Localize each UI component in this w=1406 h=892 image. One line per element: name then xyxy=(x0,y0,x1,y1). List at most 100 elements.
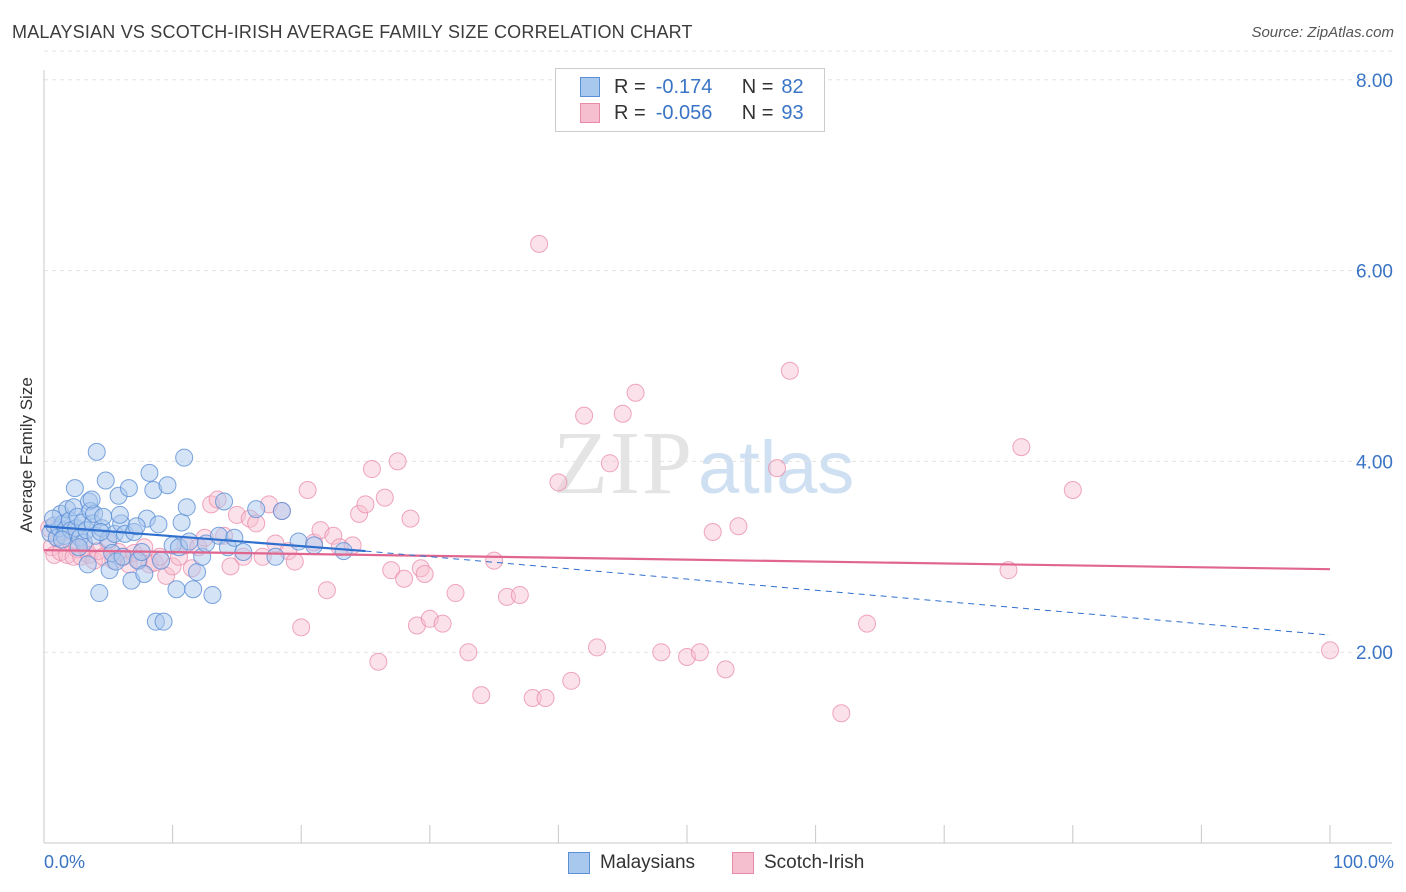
malaysian-point xyxy=(172,513,191,532)
legend-row-scotch-irish: R = -0.056 N = 93 xyxy=(580,100,804,126)
malaysian-point xyxy=(203,585,222,604)
malaysian-point xyxy=(188,563,207,582)
malaysian-point xyxy=(158,476,177,495)
malaysian-point xyxy=(215,492,234,511)
legend-n-value: 93 xyxy=(781,101,804,124)
scotch-irish-point xyxy=(716,660,735,679)
legend-swatch-pink xyxy=(580,103,600,123)
scotch-irish-point xyxy=(395,569,414,588)
scotch-irish-trend-line xyxy=(43,549,1331,571)
scotch-irish-point xyxy=(1063,481,1082,500)
legend-r-value: -0.056 xyxy=(655,101,713,124)
series-legend: Malaysians Scotch-Irish xyxy=(0,852,1406,878)
malaysian-point xyxy=(90,584,109,603)
scotch-irish-point xyxy=(729,517,748,536)
malaysian-point xyxy=(110,505,129,524)
legend-label-malaysians: Malaysians xyxy=(600,852,696,873)
malaysian-point xyxy=(149,515,168,534)
scotch-irish-point xyxy=(523,688,542,707)
legend-r-label: R = xyxy=(614,101,646,124)
watermark-zip: ZIP xyxy=(553,414,694,513)
scotch-irish-point xyxy=(433,614,452,633)
malaysian-point xyxy=(44,509,63,528)
chart-source: Source: ZipAtlas.com xyxy=(1251,24,1394,41)
malaysian-point xyxy=(152,551,171,570)
scotch-irish-point xyxy=(446,584,465,603)
malaysian-point xyxy=(94,507,113,526)
stats-legend: R = -0.174 N = 82 R = -0.056 N = 93 xyxy=(555,68,825,132)
malaysian-point xyxy=(272,502,291,521)
scotch-irish-point xyxy=(999,561,1018,580)
legend-swatch-pink xyxy=(732,852,754,874)
malaysian-point xyxy=(140,463,159,482)
y-tick-label: 4.00 xyxy=(1356,452,1393,473)
axes xyxy=(43,70,1392,844)
scotch-irish-point xyxy=(356,495,375,514)
scotch-irish-point xyxy=(221,557,240,576)
chart-title: MALAYSIAN VS SCOTCH-IRISH AVERAGE FAMILY… xyxy=(12,22,693,42)
scotch-irish-points xyxy=(40,234,1339,723)
scotch-irish-point xyxy=(768,459,787,478)
malaysian-trend-line xyxy=(43,525,366,553)
malaysian-point xyxy=(266,547,285,566)
scotch-irish-point xyxy=(626,383,645,402)
malaysian-point xyxy=(69,538,88,557)
scotch-irish-point xyxy=(375,488,394,507)
scotch-irish-point xyxy=(485,551,504,570)
scotch-irish-point xyxy=(298,481,317,500)
scotch-irish-point xyxy=(292,618,311,637)
legend-n-label: N = xyxy=(741,101,774,124)
scotch-irish-point xyxy=(652,643,671,662)
malaysian-trend-extension xyxy=(365,550,1331,636)
malaysian-point xyxy=(65,479,84,498)
legend-item-scotch-irish[interactable]: Scotch-Irish xyxy=(732,852,864,874)
y-tick-labels: 2.00 4.00 6.00 8.00 xyxy=(1356,71,1393,664)
malaysian-point xyxy=(180,532,199,551)
scotch-irish-point xyxy=(613,404,632,423)
scotch-irish-point xyxy=(1012,438,1031,457)
y-tick-label: 6.00 xyxy=(1356,262,1393,283)
malaysian-point xyxy=(119,479,138,498)
scotch-irish-point xyxy=(1321,641,1339,660)
scotch-irish-point xyxy=(600,454,619,473)
legend-row-malaysians: R = -0.174 N = 82 xyxy=(580,74,804,100)
legend-r-value: -0.174 xyxy=(655,75,713,98)
malaysian-point xyxy=(167,580,186,599)
malaysian-point xyxy=(87,442,106,461)
scotch-irish-point xyxy=(285,552,304,571)
y-tick-label: 8.00 xyxy=(1356,71,1393,92)
scotch-irish-point xyxy=(459,643,478,662)
malaysian-point xyxy=(184,580,203,599)
scotch-irish-point xyxy=(324,526,343,545)
scotch-irish-point xyxy=(382,561,401,580)
scotch-irish-point xyxy=(536,688,555,707)
trend-lines xyxy=(43,525,1331,636)
malaysian-point xyxy=(96,471,115,490)
legend-n-label: N = xyxy=(741,75,774,98)
malaysian-point xyxy=(53,530,72,549)
watermark-atlas: atlas xyxy=(698,426,855,509)
malaysian-point xyxy=(177,498,196,517)
malaysian-point xyxy=(78,555,97,574)
legend-r-label: R = xyxy=(614,75,646,98)
scotch-irish-point xyxy=(362,460,381,479)
malaysian-point xyxy=(247,500,266,519)
x-tick-min: 0.0% xyxy=(44,852,86,872)
legend-item-malaysians[interactable]: Malaysians xyxy=(568,852,695,874)
scotch-irish-point xyxy=(587,638,606,657)
scotch-irish-point xyxy=(832,704,851,723)
scotch-irish-point xyxy=(350,504,369,523)
scotch-irish-point xyxy=(401,509,420,528)
scotch-irish-point xyxy=(510,585,529,604)
scotch-irish-point xyxy=(703,522,722,541)
scotch-irish-point xyxy=(472,686,491,705)
malaysian-point xyxy=(305,536,324,555)
scotch-irish-point xyxy=(575,406,594,425)
scotch-irish-point xyxy=(780,361,799,380)
malaysian-point xyxy=(175,448,194,467)
legend-n-value: 82 xyxy=(781,75,804,98)
malaysian-point xyxy=(135,564,154,583)
scotch-irish-point xyxy=(530,234,549,253)
scotch-irish-point xyxy=(388,452,407,471)
